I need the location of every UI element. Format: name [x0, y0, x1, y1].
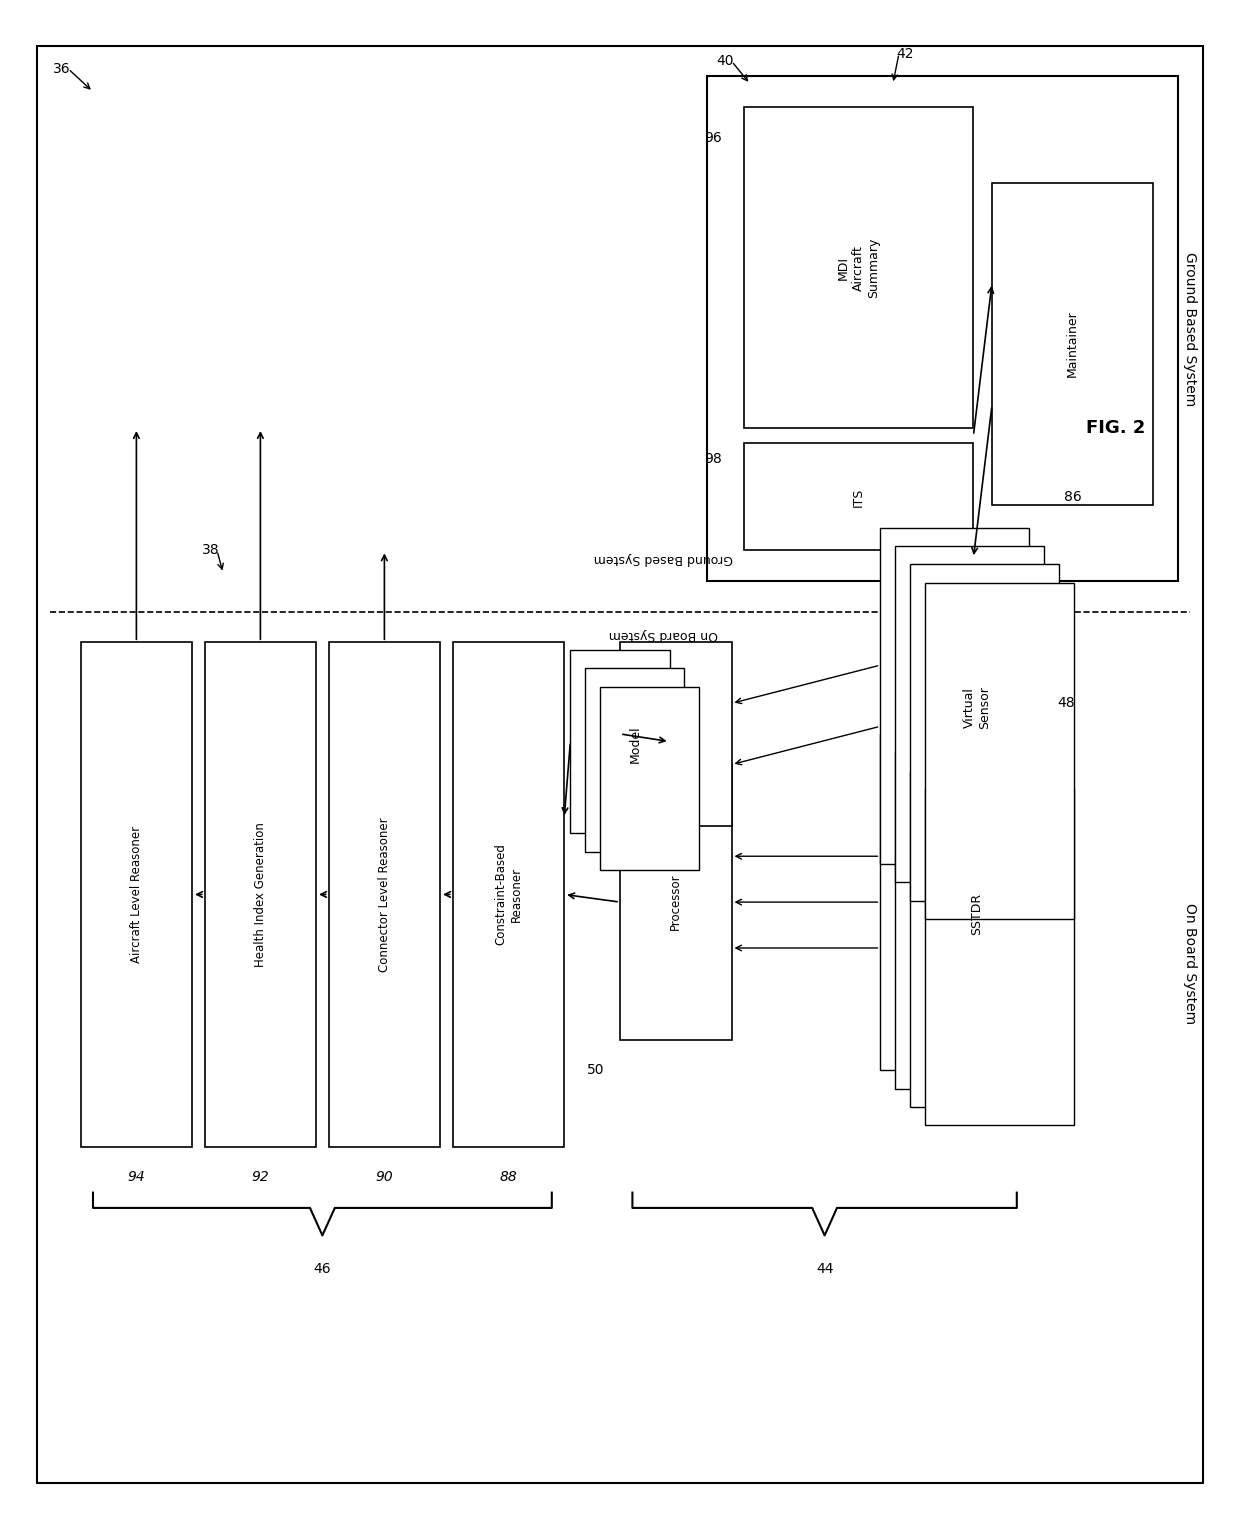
- Text: Aircraft Level Reasoner: Aircraft Level Reasoner: [130, 826, 143, 963]
- Text: Virtual
Sensor: Virtual Sensor: [963, 687, 991, 729]
- Text: 48: 48: [1058, 696, 1075, 711]
- Polygon shape: [744, 107, 973, 428]
- Text: Ground Based System: Ground Based System: [594, 552, 733, 564]
- Text: Maintainer: Maintainer: [1066, 310, 1079, 378]
- Text: 98: 98: [704, 451, 722, 466]
- Text: 36: 36: [53, 61, 71, 76]
- Text: Connector Level Reasoner: Connector Level Reasoner: [378, 816, 391, 972]
- Polygon shape: [992, 183, 1153, 505]
- Text: FIG. 2: FIG. 2: [1086, 419, 1146, 437]
- Text: 50: 50: [587, 1063, 604, 1078]
- Text: Ground Based System: Ground Based System: [1183, 252, 1198, 405]
- Polygon shape: [895, 752, 1044, 1089]
- Polygon shape: [895, 546, 1044, 882]
- Text: 88: 88: [500, 1170, 517, 1185]
- Text: Model: Model: [629, 726, 641, 763]
- Text: Data
Concentrator: Data Concentrator: [662, 696, 689, 772]
- Text: 90: 90: [376, 1170, 393, 1185]
- Text: MDI
Aircraft
Summary: MDI Aircraft Summary: [837, 237, 880, 298]
- Polygon shape: [205, 642, 316, 1147]
- Text: 94: 94: [128, 1170, 145, 1185]
- Polygon shape: [744, 443, 973, 550]
- Text: Health Index Generation: Health Index Generation: [254, 823, 267, 966]
- Polygon shape: [620, 764, 732, 1040]
- Polygon shape: [453, 642, 564, 1147]
- Text: Constraint-Based
Reasoner: Constraint-Based Reasoner: [495, 844, 522, 945]
- Text: On Board System: On Board System: [1183, 902, 1198, 1024]
- Polygon shape: [925, 583, 1074, 919]
- Text: On Board System: On Board System: [609, 628, 718, 641]
- Polygon shape: [570, 650, 670, 833]
- Polygon shape: [585, 668, 684, 852]
- Polygon shape: [925, 789, 1074, 1125]
- Polygon shape: [620, 642, 732, 826]
- Polygon shape: [880, 528, 1029, 864]
- Text: 40: 40: [717, 54, 734, 69]
- Polygon shape: [81, 642, 192, 1147]
- Text: 38: 38: [202, 543, 219, 558]
- Text: 44: 44: [816, 1261, 833, 1277]
- Text: 92: 92: [252, 1170, 269, 1185]
- Text: 42: 42: [897, 46, 914, 61]
- Text: 46: 46: [314, 1261, 331, 1277]
- Text: 96: 96: [704, 130, 722, 145]
- Polygon shape: [329, 642, 440, 1147]
- Polygon shape: [910, 771, 1059, 1107]
- Text: ITS: ITS: [852, 488, 866, 506]
- Polygon shape: [910, 564, 1059, 901]
- Text: Processor: Processor: [670, 873, 682, 931]
- Text: 86: 86: [1064, 489, 1081, 505]
- Polygon shape: [880, 734, 1029, 1070]
- Polygon shape: [600, 687, 699, 870]
- Text: SSTDR: SSTDR: [971, 893, 983, 936]
